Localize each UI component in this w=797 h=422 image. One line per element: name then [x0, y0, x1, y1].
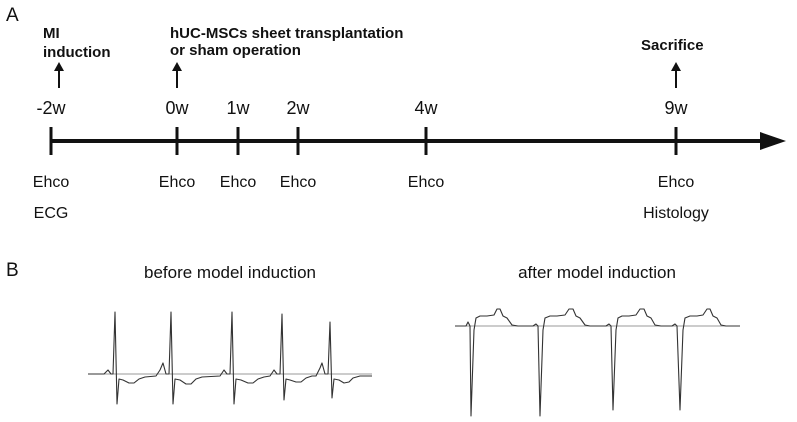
- panel-b-label: B: [6, 260, 19, 281]
- arrow-right-icon: [760, 132, 786, 150]
- timeline-axis: [49, 127, 786, 155]
- event-mi-induction: MI induction: [43, 25, 111, 61]
- up-arrow-head-icon: [54, 62, 64, 71]
- tick-label: 2w: [286, 98, 310, 118]
- event-label-line2: induction: [43, 44, 111, 61]
- up-arrow-head-icon: [671, 62, 681, 71]
- event-label-line1: Sacrifice: [641, 37, 704, 54]
- tick-label: 9w: [664, 98, 688, 118]
- ecg-after-title: after model induction: [518, 263, 676, 282]
- panel-a-label: A: [6, 5, 19, 26]
- below-label: Ehco: [658, 174, 695, 191]
- ecg-trace-before: [88, 311, 372, 405]
- event-label-line1: hUC-MSCs sheet transplantation: [170, 25, 403, 42]
- event-transplantation: hUC-MSCs sheet transplantation or sham o…: [170, 25, 403, 59]
- below-label: Ehco: [159, 174, 196, 191]
- ecg-trace-after: [455, 308, 740, 417]
- event-label-line2: or sham operation: [170, 42, 301, 59]
- ecg-before-title: before model induction: [144, 263, 316, 282]
- event-arrows: [54, 62, 681, 88]
- event-label-line1: MI: [43, 25, 60, 42]
- ecg-waveform: [88, 311, 372, 405]
- below-label: Ehco: [280, 174, 317, 191]
- below-label: Ehco: [220, 174, 257, 191]
- event-sacrifice: Sacrifice: [641, 37, 704, 54]
- ecg-waveform: [455, 308, 740, 417]
- tick-label: 4w: [414, 98, 438, 118]
- up-arrow-head-icon: [172, 62, 182, 71]
- tick-label: -2w: [36, 98, 66, 118]
- tick-label: 0w: [165, 98, 189, 118]
- below-label: Ehco: [408, 174, 445, 191]
- tick-label: 1w: [226, 98, 250, 118]
- below-label: ECG: [34, 205, 69, 222]
- below-label: Ehco: [33, 174, 70, 191]
- below-label: Histology: [643, 205, 709, 222]
